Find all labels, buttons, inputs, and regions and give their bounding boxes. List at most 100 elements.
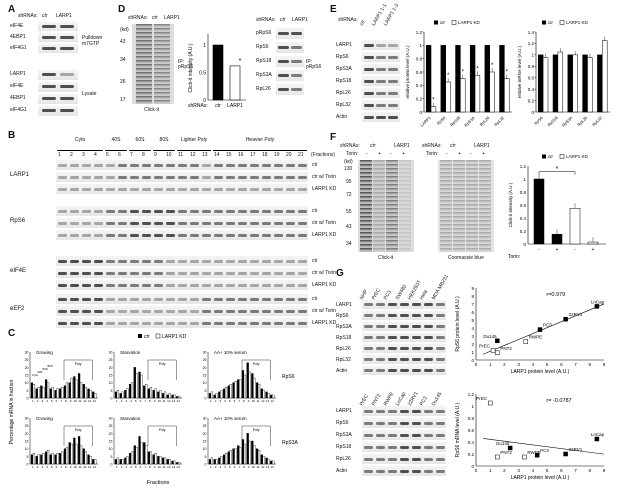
y-tick: 10: [203, 447, 207, 451]
y-tick: 1: [419, 43, 422, 48]
blot-strip: [56, 184, 308, 194]
lane-larp1-d: LARP1: [164, 15, 180, 21]
bar: [63, 448, 67, 465]
band: [411, 470, 421, 473]
fraction-number: 2: [70, 152, 73, 158]
condition-label: ctr w/ Torin: [312, 308, 337, 314]
protein-label: LARP1: [10, 172, 30, 178]
blot-strip: [276, 28, 304, 39]
point-label: PNT2: [500, 450, 512, 455]
x-tick: 9: [603, 362, 606, 367]
y-tick: 8: [471, 294, 474, 299]
significance-star: *: [476, 66, 479, 72]
band: [177, 234, 187, 237]
x-tick: 1: [489, 362, 492, 367]
band: [435, 369, 445, 372]
panel-g-scatter-mrna: 0 1 2 3 4 5 6 7 8 9 0 0.2 0.4 0.6 0.8 1 1.2 LARP1 protein…: [455, 392, 606, 481]
band: [297, 176, 307, 179]
y-tick: 20: [203, 432, 207, 436]
x-tick: 12: [83, 399, 87, 403]
legend-label: ctr: [548, 154, 554, 159]
band: [153, 272, 163, 275]
blot-strip: [56, 306, 308, 316]
bar: [597, 54, 603, 113]
x-tick: 12: [83, 465, 87, 469]
y-tick: 15: [203, 440, 207, 444]
band: [237, 234, 247, 237]
band: [237, 260, 247, 263]
band: [57, 298, 67, 301]
bar: [79, 382, 83, 399]
bar: [116, 390, 120, 399]
band: [42, 97, 56, 100]
blot-strip: [56, 268, 308, 278]
bar: [537, 54, 544, 113]
x-tick: 5: [546, 468, 549, 473]
y-tick: 10: [203, 381, 207, 385]
band: [57, 164, 67, 167]
blot-strip: [362, 442, 446, 452]
condition-label: ctr: [312, 296, 318, 302]
bar: [94, 393, 97, 399]
band: [165, 234, 175, 237]
band: [249, 322, 259, 325]
x-tick: 3: [41, 399, 43, 403]
band: [165, 164, 175, 167]
y-tick: 1.2: [528, 41, 535, 46]
blot-strip: [56, 256, 308, 266]
blot-strip: [276, 42, 304, 53]
y-tick: 0: [531, 110, 534, 115]
fraction-number: 12: [190, 152, 196, 158]
bar: [499, 45, 505, 113]
band: [261, 272, 271, 275]
band: [297, 188, 307, 191]
x-tick: 11: [256, 465, 259, 469]
band: [278, 74, 289, 77]
blot-strip: [362, 64, 400, 74]
point-label: PNT2: [500, 346, 512, 351]
x-tick: 5: [51, 399, 53, 403]
row-label: LARP1: [336, 408, 352, 414]
band: [93, 234, 103, 237]
band: [364, 80, 374, 83]
bar: [154, 388, 157, 399]
band: [364, 92, 374, 95]
condition-title: Starvation: [120, 350, 141, 355]
bar: [218, 457, 221, 465]
x-tick: 7: [60, 465, 62, 469]
bar: [82, 448, 85, 465]
blot-strip: [362, 454, 446, 464]
band: [435, 470, 445, 473]
gene-label: RpS6: [282, 374, 295, 380]
y-tick: 10: [25, 447, 29, 451]
band: [213, 210, 223, 213]
band: [423, 458, 433, 461]
bar: [161, 393, 165, 399]
band: [273, 272, 283, 275]
band: [388, 80, 398, 83]
band: [387, 470, 397, 473]
band: [285, 310, 295, 313]
x-tick: 0: [475, 468, 478, 473]
band: [387, 434, 397, 437]
band: [249, 176, 259, 179]
band: [81, 322, 91, 325]
x-tick: 13: [172, 465, 176, 469]
bar: [213, 459, 216, 465]
blot-strip: [56, 318, 308, 328]
bar: [135, 446, 138, 465]
y-tick: 5: [205, 455, 207, 459]
y-tick: 30: [109, 351, 113, 355]
band: [153, 260, 163, 263]
bar: [114, 459, 118, 465]
bar: [272, 460, 275, 465]
bar: [92, 459, 95, 465]
x-tick: 6: [234, 399, 236, 403]
band: [189, 284, 199, 287]
row-label: RpL26: [336, 456, 351, 462]
bar: [152, 390, 155, 399]
band: [399, 358, 409, 361]
band: [165, 322, 175, 325]
band: [423, 369, 433, 372]
blot-strip: [38, 44, 78, 53]
